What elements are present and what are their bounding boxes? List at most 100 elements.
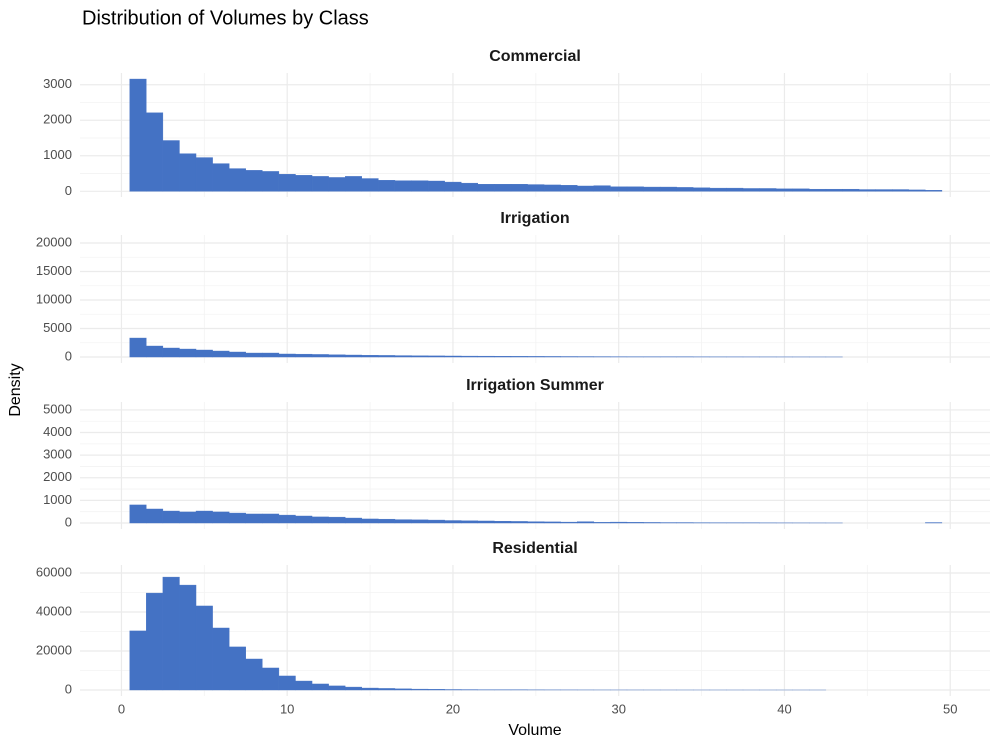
histogram-bar <box>311 516 329 524</box>
histogram-bar <box>825 188 843 192</box>
histogram-bar <box>162 347 180 358</box>
histogram-bar <box>543 521 561 524</box>
histogram-bar <box>328 685 346 691</box>
histogram-bar <box>444 181 462 192</box>
histogram-bar <box>228 351 246 358</box>
y-tick-label: 3000 <box>43 76 72 91</box>
histogram-bar <box>162 140 180 192</box>
histogram-bar <box>577 521 595 524</box>
histogram-bar <box>295 515 313 524</box>
histogram-bar <box>411 355 429 358</box>
histogram-bar <box>477 184 495 192</box>
histogram-bar <box>875 189 893 192</box>
y-axis-title: Density <box>7 363 24 416</box>
histogram-bar <box>262 171 280 192</box>
histogram-bar <box>311 176 329 192</box>
histogram-bar <box>311 354 329 358</box>
histogram-bar <box>179 348 197 358</box>
histogram-bar <box>693 187 711 192</box>
histogram-bar <box>494 356 512 358</box>
histogram-bar <box>361 687 379 691</box>
panel-title: Residential <box>492 540 577 557</box>
histogram-bar <box>543 356 561 358</box>
histogram-bar <box>842 188 860 192</box>
histogram-bar <box>527 184 545 192</box>
histogram-bar <box>295 353 313 358</box>
histogram-bar <box>427 689 445 691</box>
histogram-bar <box>742 188 760 192</box>
x-tick-label: 30 <box>611 701 625 716</box>
histogram-bar <box>643 186 661 192</box>
histogram-bar <box>129 337 147 358</box>
histogram-bar <box>892 189 909 192</box>
histogram-bar <box>129 504 147 524</box>
histogram-bar <box>345 176 362 192</box>
y-tick-label: 15000 <box>36 263 72 278</box>
histogram-bar <box>378 688 396 691</box>
histogram-bar <box>345 686 362 691</box>
histogram-bar <box>427 180 445 192</box>
histogram-bar <box>593 522 611 524</box>
panel-title: Commercial <box>489 48 581 65</box>
histogram-bar <box>427 519 445 524</box>
x-tick-label: 0 <box>118 701 125 716</box>
histogram-bar <box>295 680 313 691</box>
histogram-bar <box>212 511 230 524</box>
histogram-bar <box>278 514 296 524</box>
histogram-bar <box>245 170 263 192</box>
y-tick-label: 4000 <box>43 424 72 439</box>
histogram-bar <box>129 630 147 691</box>
histogram-bar <box>560 521 578 524</box>
histogram-bar <box>195 349 213 358</box>
histogram-bar <box>378 355 396 358</box>
histogram-bar <box>378 518 396 524</box>
y-tick-label: 5000 <box>43 320 72 335</box>
histogram-bar <box>444 520 462 524</box>
y-tick-label: 20000 <box>36 642 72 657</box>
histogram-bar <box>411 688 429 691</box>
histogram-bar <box>378 180 396 192</box>
histogram-bar <box>659 186 677 192</box>
histogram-bar <box>494 184 512 192</box>
y-tick-label: 5000 <box>43 401 72 416</box>
histogram-bar <box>195 157 213 192</box>
histogram-bar <box>195 510 213 524</box>
y-tick-label: 2000 <box>43 112 72 127</box>
histogram-bar <box>461 182 479 192</box>
histogram-bar <box>676 187 694 192</box>
y-tick-label: 1000 <box>43 147 72 162</box>
histogram-bar <box>262 667 280 691</box>
y-tick-label: 0 <box>65 514 72 529</box>
panel-title: Irrigation Summer <box>466 377 604 394</box>
histogram-bar <box>328 354 346 358</box>
histogram-bar <box>245 658 263 691</box>
histogram-bar <box>361 518 379 524</box>
histogram-bar <box>228 512 246 524</box>
histogram-bar <box>262 352 280 358</box>
histogram-bar <box>179 153 197 192</box>
histogram-bar <box>626 522 644 524</box>
histogram-bar <box>908 189 926 192</box>
y-tick-label: 0 <box>65 348 72 363</box>
histogram-bar <box>792 188 810 192</box>
histogram-bar <box>427 355 445 358</box>
histogram-bar <box>759 188 777 192</box>
histogram-bar <box>477 520 495 524</box>
histogram-bar <box>328 177 346 192</box>
histogram-bar <box>626 186 644 192</box>
histogram-bar <box>179 584 197 691</box>
x-tick-label: 20 <box>446 701 460 716</box>
histogram-bar <box>494 520 512 524</box>
histogram-bar <box>477 355 495 358</box>
histogram-bar <box>146 508 164 524</box>
histogram-bar <box>361 178 379 192</box>
histogram-bar <box>278 353 296 358</box>
histogram-bar <box>212 350 230 358</box>
histogram-bar <box>610 521 628 524</box>
histogram-bar <box>411 180 429 192</box>
histogram-bar <box>726 187 744 192</box>
x-tick-label: 40 <box>777 701 791 716</box>
histogram-bar <box>560 185 578 192</box>
histogram-bar <box>361 355 379 358</box>
